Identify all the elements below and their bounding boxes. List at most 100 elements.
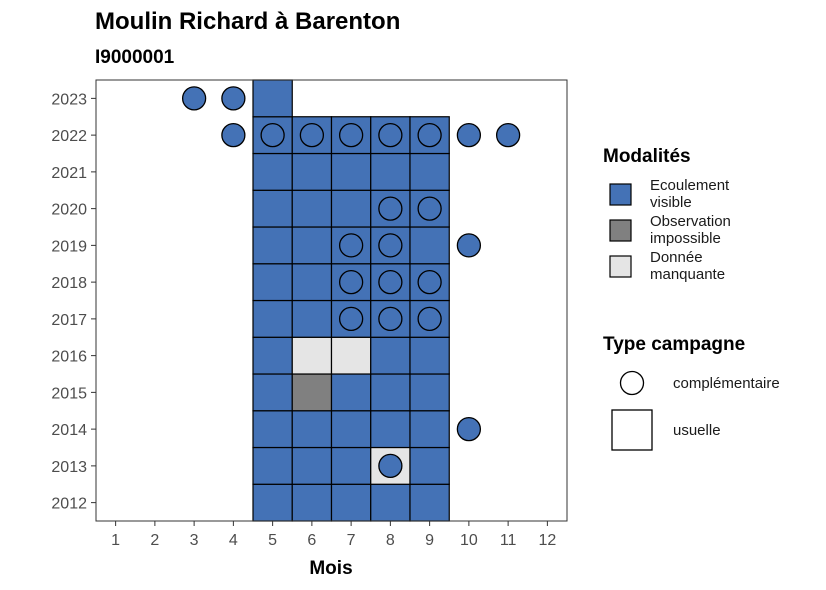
legend-modalites-title: Modalités bbox=[603, 146, 691, 167]
usuelle-cell-2021-6 bbox=[291, 152, 333, 191]
usuelle-cell-2017-5 bbox=[252, 299, 293, 338]
legend-label-square: usuelle bbox=[673, 422, 721, 439]
usuelle-cell-2013-6 bbox=[291, 446, 333, 485]
usuelle-cell-2016-9 bbox=[409, 336, 450, 375]
x-tick-label-7: 7 bbox=[347, 532, 356, 549]
x-tick-label-9: 9 bbox=[425, 532, 434, 549]
complementaire-point-2019-10 bbox=[456, 233, 482, 258]
usuelle-cell-2012-8 bbox=[370, 483, 411, 522]
x-tick-label-1: 1 bbox=[111, 532, 120, 549]
complementaire-point-2020-9 bbox=[417, 196, 442, 221]
chart-title: Moulin Richard à Barenton bbox=[95, 8, 400, 35]
usuelle-cell-2013-9 bbox=[409, 446, 450, 485]
usuelle-cell-2022-6 bbox=[291, 116, 333, 155]
usuelle-cell-2016-7 bbox=[330, 336, 372, 375]
plot-border bbox=[95, 79, 568, 522]
legend-type-campagne: Type campagne complémentaire usuelle bbox=[603, 334, 780, 451]
y-tick-label-2014: 2014 bbox=[51, 422, 87, 439]
complementaire-point-2018-8 bbox=[378, 269, 403, 295]
complementaire-point-2023-4 bbox=[221, 86, 246, 111]
x-tick-label-11: 11 bbox=[500, 532, 517, 549]
legend-label-ecoulement_visible: Ecoulement visible bbox=[650, 177, 730, 211]
x-tick-label-3: 3 bbox=[190, 532, 199, 549]
x-tick-label-6: 6 bbox=[307, 532, 316, 549]
legend-label-donnee_manquante: Donnée manquante bbox=[650, 249, 725, 283]
x-axis-title: Mois bbox=[309, 558, 352, 579]
complementaire-point-2022-7 bbox=[338, 122, 364, 148]
x-tick-label-5: 5 bbox=[268, 532, 277, 549]
y-tick-label-2013: 2013 bbox=[51, 459, 87, 476]
complementaire-point-2017-8 bbox=[378, 306, 403, 332]
y-tick-label-2019: 2019 bbox=[51, 238, 87, 255]
usuelle-cell-2019-6 bbox=[291, 226, 333, 265]
usuelle-cell-2020-7 bbox=[330, 189, 372, 228]
usuelle-cell-2012-6 bbox=[291, 483, 333, 522]
legend-label-observation_impossible: Observation impossible bbox=[650, 213, 731, 247]
usuelle-cell-2012-7 bbox=[330, 483, 372, 522]
y-tick-label-2023: 2023 bbox=[51, 91, 87, 108]
x-tick-label-2: 2 bbox=[150, 532, 159, 549]
complementaire-point-2020-8 bbox=[378, 196, 403, 221]
y-tick-label-2017: 2017 bbox=[51, 312, 87, 329]
legend-key-observation_impossible bbox=[609, 219, 632, 242]
usuelle-cell-2020-5 bbox=[252, 189, 293, 228]
usuelle-cell-2020-6 bbox=[291, 189, 333, 228]
complementaire-point-2014-10 bbox=[456, 416, 482, 442]
usuelle-cell-2015-7 bbox=[330, 373, 372, 412]
complementaire-point-2013-8 bbox=[378, 453, 403, 479]
usuelle-cell-2018-9 bbox=[409, 263, 450, 302]
x-tick-label-12: 12 bbox=[538, 532, 556, 549]
y-tick-label-2015: 2015 bbox=[51, 385, 87, 402]
y-tick-label-2018: 2018 bbox=[51, 275, 87, 292]
usuelle-cell-2016-5 bbox=[252, 336, 293, 375]
y-axis: 2012 2013 2014 2015 2016 2017 2018 2019 2020 2021… bbox=[51, 91, 96, 513]
legend-shape-circle bbox=[619, 370, 645, 396]
complementaire-point-2022-10 bbox=[456, 122, 482, 148]
x-tick-label-8: 8 bbox=[386, 532, 395, 549]
usuelle-cell-2015-8 bbox=[370, 373, 411, 412]
usuelle-cell-2021-7 bbox=[330, 152, 372, 191]
complementaire-point-2018-7 bbox=[338, 269, 364, 295]
y-tick-label-2020: 2020 bbox=[51, 202, 87, 219]
usuelle-cell-2015-9 bbox=[409, 373, 450, 412]
complementaire-point-2019-8 bbox=[378, 233, 403, 258]
complementaire-point-2019-7 bbox=[338, 233, 364, 258]
usuelle-cell-2013-7 bbox=[330, 446, 372, 485]
complementaire-point-2018-9 bbox=[417, 269, 442, 295]
usuelle-cell-2021-8 bbox=[370, 152, 411, 191]
y-tick-label-2022: 2022 bbox=[51, 128, 87, 145]
legend-label-circle: complémentaire bbox=[673, 375, 780, 392]
usuelle-cell-2018-6 bbox=[291, 263, 333, 302]
complementaire-point-2022-6 bbox=[299, 122, 325, 148]
legend-key-donnee_manquante bbox=[609, 255, 632, 278]
complementaire-point-2017-9 bbox=[417, 306, 442, 332]
y-tick-label-2012: 2012 bbox=[51, 496, 87, 513]
usuelle-cell-2012-5 bbox=[252, 483, 293, 522]
usuelle-cell-2014-8 bbox=[370, 410, 411, 449]
complementaire-point-2023-3 bbox=[181, 86, 207, 111]
complementaire-point-2022-9 bbox=[417, 122, 442, 148]
usuelle-cell-2013-5 bbox=[252, 446, 293, 485]
x-axis: 1 2 3 4 5 6 7 8 9 10 11 12 bbox=[111, 521, 556, 549]
usuelle-cell-2017-6 bbox=[291, 299, 333, 338]
x-tick-label-4: 4 bbox=[229, 532, 238, 549]
usuelle-cell-2015-6 bbox=[291, 373, 333, 412]
usuelle-cell-2023-5 bbox=[252, 79, 293, 118]
usuelle-cells bbox=[252, 79, 450, 522]
chart-subtitle: I9000001 bbox=[95, 47, 175, 68]
usuelle-cell-2018-5 bbox=[252, 263, 293, 302]
usuelle-cell-2021-5 bbox=[252, 152, 293, 191]
usuelle-cell-2019-5 bbox=[252, 226, 293, 265]
legend-shape-square bbox=[611, 409, 653, 451]
complementaire-point-2022-8 bbox=[378, 122, 403, 148]
usuelle-cell-2012-9 bbox=[409, 483, 450, 522]
complementaire-point-2022-11 bbox=[495, 122, 521, 148]
complementaire-points bbox=[181, 86, 521, 479]
usuelle-cell-2015-5 bbox=[252, 373, 293, 412]
y-tick-label-2016: 2016 bbox=[51, 349, 87, 366]
usuelle-cell-2014-7 bbox=[330, 410, 372, 449]
x-tick-label-10: 10 bbox=[460, 532, 478, 549]
legend-type-title: Type campagne bbox=[603, 334, 745, 355]
